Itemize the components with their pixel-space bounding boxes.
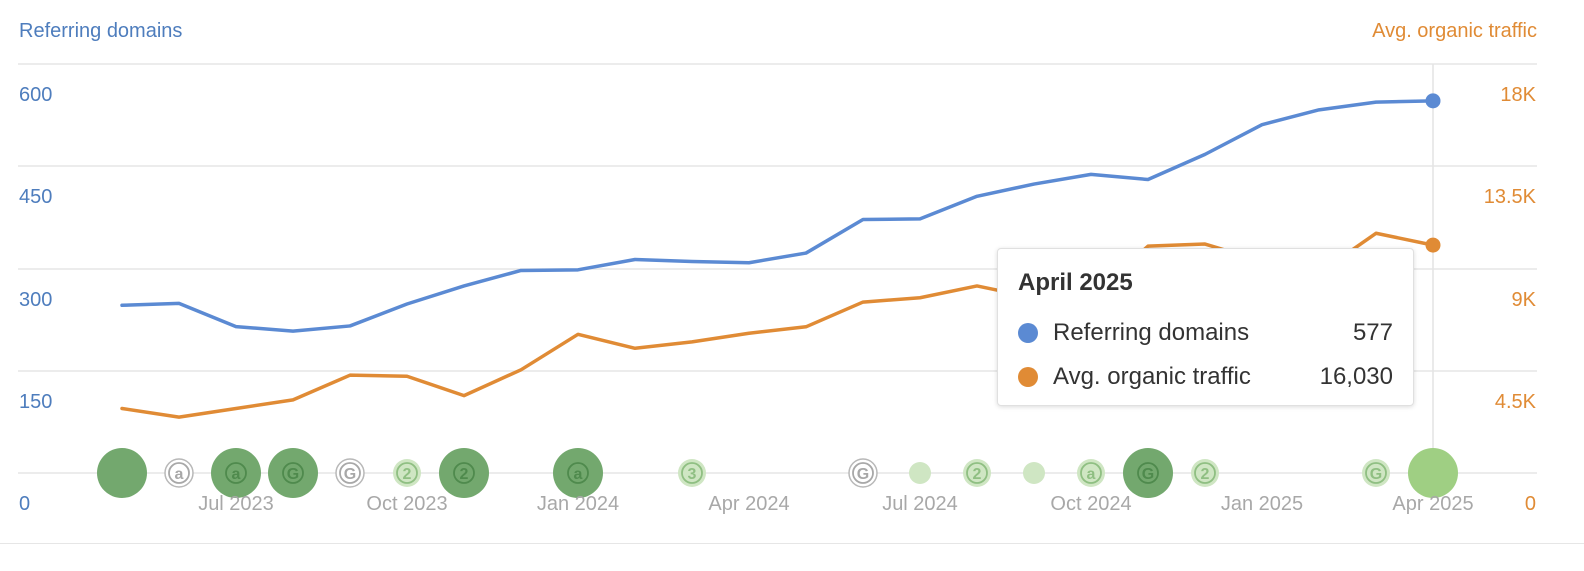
series-lines	[120, 99, 1435, 419]
event-marker[interactable]: G	[1123, 448, 1173, 498]
event-icon-label: a	[175, 466, 184, 483]
x-tick-label: Jul 2024	[882, 493, 958, 515]
event-icon-label: 2	[973, 466, 982, 483]
bottom-divider	[0, 543, 1584, 544]
tooltip: April 2025 Referring domains 577 Avg. or…	[997, 248, 1414, 406]
organic-traffic-dot-icon	[1018, 367, 1038, 387]
right-tick-label: 9K	[1512, 289, 1537, 311]
event-icon-label: 2	[460, 466, 469, 483]
series-end-point	[1425, 93, 1441, 109]
tooltip-value: 577	[1352, 319, 1393, 346]
series-line	[120, 99, 1435, 333]
right-tick-label: 18K	[1500, 84, 1536, 106]
event-icon-label: 2	[1201, 466, 1210, 483]
event-icon-label: a	[574, 466, 583, 483]
x-tick-label: Jul 2023	[198, 493, 274, 515]
event-marker[interactable]: G	[335, 458, 365, 488]
left-axis-ticks: 0 150 300 450 600	[19, 84, 52, 515]
event-marker[interactable]: a	[211, 448, 261, 498]
x-tick-label: Jan 2024	[537, 493, 619, 515]
tooltip-label: Referring domains	[1053, 319, 1250, 346]
x-tick-label: Apr 2025	[1392, 493, 1473, 515]
x-tick-label: Jan 2025	[1221, 493, 1303, 515]
right-axis-title: Avg. organic traffic	[1372, 20, 1537, 42]
x-axis-ticks: Jul 2023 Oct 2023 Jan 2024 Apr 2024 Jul 2024…	[198, 493, 1473, 515]
event-icon-label: G	[287, 466, 299, 483]
event-icon-label: a	[232, 466, 241, 483]
event-icon-label: 2	[403, 466, 412, 483]
tooltip-row-organic-traffic: Avg. organic traffic 16,030	[1018, 355, 1393, 399]
left-tick-label: 150	[19, 391, 52, 413]
right-tick-label: 0	[1525, 493, 1536, 515]
event-marker[interactable]: G	[268, 448, 318, 498]
event-marker[interactable]: 2	[393, 459, 421, 487]
event-marker[interactable]	[1023, 462, 1045, 484]
event-marker[interactable]: 2	[1191, 459, 1219, 487]
event-marker[interactable]	[909, 462, 931, 484]
x-tick-label: Oct 2023	[366, 493, 447, 515]
event-marker[interactable]: a	[164, 458, 194, 488]
left-tick-label: 300	[19, 289, 52, 311]
right-tick-label: 4.5K	[1495, 391, 1537, 413]
event-marker[interactable]: G	[1362, 459, 1390, 487]
event-marker[interactable]: 3	[678, 459, 706, 487]
event-icon-label: G	[1142, 466, 1154, 483]
event-markers: a a G G 2 2 a 3 G 2 a G 2 G	[97, 448, 1458, 498]
referring-domains-dot-icon	[1018, 323, 1038, 343]
event-marker[interactable]	[1408, 448, 1458, 498]
event-marker[interactable]: a	[1077, 459, 1105, 487]
tooltip-value: 16,030	[1319, 363, 1393, 390]
series-points	[1425, 93, 1441, 253]
event-icon-label: a	[1087, 466, 1096, 483]
event-icon-label: G	[1370, 466, 1382, 483]
right-axis-ticks: 0 4.5K 9K 13.5K 18K	[1484, 84, 1537, 515]
series-end-point	[1425, 237, 1441, 253]
left-axis-title: Referring domains	[19, 20, 182, 42]
left-tick-label: 0	[19, 493, 30, 515]
event-marker[interactable]: 2	[963, 459, 991, 487]
x-tick-label: Apr 2024	[708, 493, 789, 515]
event-icon-label: 3	[688, 466, 697, 483]
series-line	[120, 231, 1435, 419]
x-tick-label: Oct 2024	[1050, 493, 1131, 515]
event-marker[interactable]	[97, 448, 147, 498]
tooltip-row-referring-domains: Referring domains 577	[1018, 311, 1393, 355]
tooltip-title: April 2025	[1018, 269, 1133, 296]
grid-lines	[18, 63, 1537, 490]
event-icon-label: G	[344, 466, 356, 483]
event-marker[interactable]: 2	[439, 448, 489, 498]
event-icon-label: G	[857, 466, 869, 483]
event-marker[interactable]: a	[553, 448, 603, 498]
tooltip-label: Avg. organic traffic	[1053, 363, 1251, 390]
event-marker[interactable]: G	[848, 458, 878, 488]
right-tick-label: 13.5K	[1484, 186, 1537, 208]
left-tick-label: 600	[19, 84, 52, 106]
left-tick-label: 450	[19, 186, 52, 208]
